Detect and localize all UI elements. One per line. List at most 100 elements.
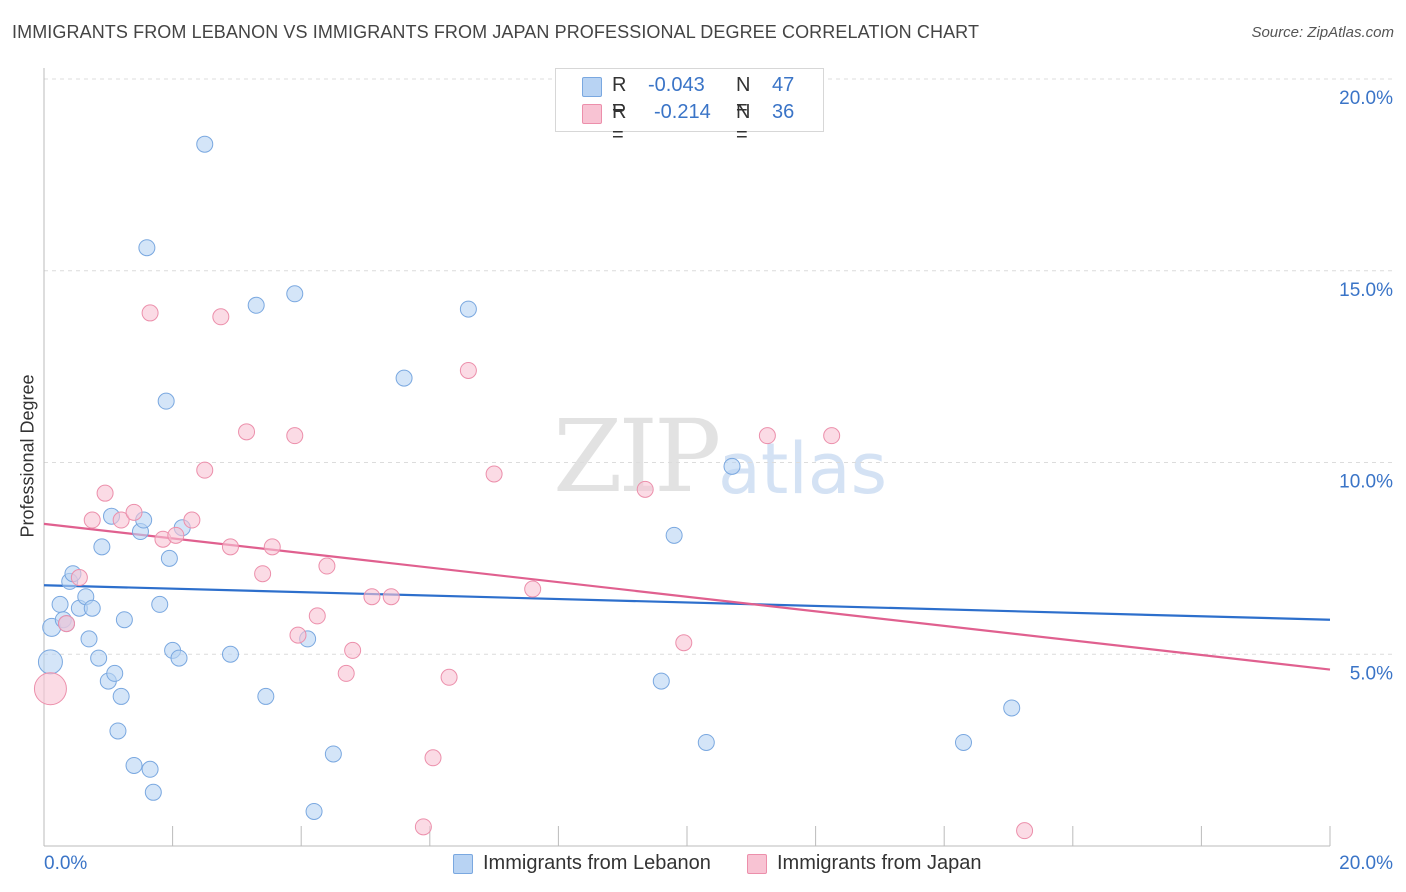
data-point-japan	[183, 511, 201, 529]
data-point-japan	[363, 588, 381, 606]
trend-line-japan	[43, 522, 1331, 671]
y-tick-label: 10.0%	[1339, 472, 1393, 493]
data-point-japan	[125, 503, 143, 521]
data-point-japan	[167, 526, 185, 544]
series-swatch-lebanon	[453, 854, 473, 874]
data-point-japan	[289, 626, 307, 644]
data-point-lebanon	[395, 369, 413, 387]
data-point-lebanon	[90, 649, 108, 667]
data-point-japan	[485, 465, 503, 483]
data-point-japan	[440, 668, 458, 686]
data-point-lebanon	[652, 672, 670, 690]
data-point-japan	[675, 634, 693, 652]
data-point-japan	[308, 607, 326, 625]
trend-line-lebanon	[43, 584, 1331, 621]
data-point-japan	[196, 461, 214, 479]
data-point-japan	[263, 538, 281, 556]
data-point-lebanon	[723, 457, 741, 475]
series-swatch-japan	[747, 854, 767, 874]
data-point-japan	[758, 427, 776, 445]
legend-n-label: N =	[736, 74, 751, 119]
data-point-japan	[83, 511, 101, 529]
y-tick-label: 5.0%	[1350, 663, 1393, 684]
data-points	[33, 135, 1034, 840]
data-point-lebanon	[221, 645, 239, 663]
data-point-japan	[414, 818, 432, 836]
data-point-lebanon	[305, 802, 323, 820]
data-point-japan	[141, 304, 159, 322]
data-point-japan	[254, 565, 272, 583]
data-point-japan	[33, 672, 67, 706]
data-point-lebanon	[106, 664, 124, 682]
data-point-lebanon	[954, 733, 972, 751]
data-point-lebanon	[286, 285, 304, 303]
data-point-japan	[524, 580, 542, 598]
series-label-lebanon: Immigrants from Lebanon	[483, 852, 711, 874]
data-point-lebanon	[665, 526, 683, 544]
data-point-japan	[344, 641, 362, 659]
legend-n-label: N =	[736, 101, 751, 146]
data-point-japan	[221, 538, 239, 556]
legend-r-value: -0.043	[648, 74, 705, 96]
data-point-japan	[636, 480, 654, 498]
data-point-lebanon	[115, 611, 133, 629]
data-point-japan	[318, 557, 336, 575]
axes	[43, 68, 1331, 847]
data-point-lebanon	[157, 392, 175, 410]
legend-r-label: R =	[612, 74, 627, 119]
x-tick-label: 0.0%	[44, 853, 87, 874]
data-point-lebanon	[324, 745, 342, 763]
data-point-lebanon	[196, 135, 214, 153]
data-point-japan	[286, 427, 304, 445]
data-point-lebanon	[112, 687, 130, 705]
data-point-lebanon	[138, 239, 156, 257]
data-point-japan	[382, 588, 400, 606]
data-point-lebanon	[80, 630, 98, 648]
data-point-lebanon	[247, 296, 265, 314]
data-point-lebanon	[151, 595, 169, 613]
correlation-legend: R = -0.043 N = 47 R = -0.214 N = 36	[555, 68, 824, 146]
legend-swatch-japan	[582, 104, 602, 124]
data-point-japan	[823, 427, 841, 445]
y-tick-label: 15.0%	[1339, 280, 1393, 301]
data-point-lebanon	[141, 760, 159, 778]
grid-lines	[44, 78, 1394, 655]
chart-title: IMMIGRANTS FROM LEBANON VS IMMIGRANTS FR…	[12, 22, 980, 42]
data-point-lebanon	[93, 538, 111, 556]
data-point-japan	[238, 423, 256, 441]
data-point-lebanon	[144, 783, 162, 801]
data-point-japan	[96, 484, 114, 502]
data-point-lebanon	[51, 595, 69, 613]
y-tick-label: 20.0%	[1339, 88, 1393, 109]
legend-n-value: 47	[772, 74, 795, 96]
legend-r-value: -0.214	[654, 101, 711, 123]
legend-r-label: R =	[612, 101, 627, 146]
data-point-lebanon	[109, 722, 127, 740]
data-point-lebanon	[160, 549, 178, 567]
data-point-japan	[1016, 822, 1034, 840]
x-tick-label: 20.0%	[1339, 853, 1393, 874]
data-point-lebanon	[697, 733, 715, 751]
source-label: Source: ZipAtlas.com	[1251, 24, 1394, 41]
watermark-atlas: atlas	[718, 428, 888, 510]
data-point-lebanon	[257, 687, 275, 705]
data-point-japan	[459, 361, 477, 379]
data-point-japan	[212, 308, 230, 326]
data-point-japan	[112, 511, 130, 529]
trend-lines	[43, 522, 1331, 671]
data-point-lebanon	[1003, 699, 1021, 717]
watermark-zip: ZIP	[553, 398, 721, 515]
data-point-lebanon	[459, 300, 477, 318]
data-point-lebanon	[170, 649, 188, 667]
series-label-japan: Immigrants from Japan	[777, 852, 982, 874]
data-point-lebanon	[37, 649, 63, 675]
legend-n-value: 36	[772, 101, 795, 123]
legend-swatch-lebanon	[582, 77, 602, 97]
data-point-japan	[424, 749, 442, 767]
data-point-lebanon	[125, 756, 143, 774]
data-point-lebanon	[83, 599, 101, 617]
data-point-japan	[58, 615, 76, 633]
tick-labels: 5.0% 10.0% 15.0% 20.0% 0.0% 20.0%	[44, 88, 1393, 874]
data-point-japan	[337, 664, 355, 682]
